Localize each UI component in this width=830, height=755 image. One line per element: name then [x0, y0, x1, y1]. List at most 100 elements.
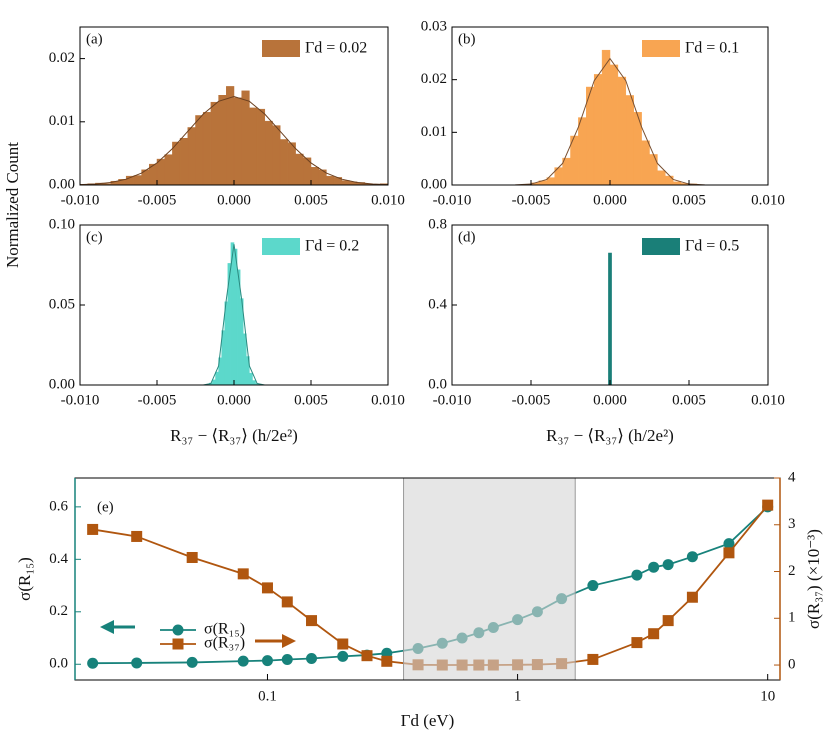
histogram-bar [164, 154, 173, 186]
x-tick-label: 0.000 [217, 192, 251, 208]
y2-tick-label: 0 [788, 656, 796, 672]
x-tick-label: 0.010 [751, 192, 785, 208]
histogram-bar [287, 142, 296, 186]
histogram-bar [156, 158, 165, 186]
histogram-bar [601, 49, 611, 186]
legend-label: Γd = 0.1 [685, 40, 739, 57]
y-tick-label: 0.00 [49, 176, 75, 192]
histogram-bar [233, 97, 242, 186]
marker [281, 654, 293, 666]
x-tick-label: 0.005 [672, 392, 706, 408]
histogram-bar [264, 120, 273, 186]
histogram-bar [279, 139, 289, 186]
y-tick-label: 0.6 [49, 498, 68, 514]
y2-tick-label: 1 [788, 610, 796, 626]
x-tick-label: 0.000 [593, 192, 627, 208]
marker [131, 530, 143, 542]
marker [237, 568, 249, 580]
panel-label: (e) [97, 499, 114, 515]
x-tick-label: 0.000 [593, 392, 627, 408]
y-tick-label: 0.00 [49, 376, 75, 392]
highlight-region [403, 477, 576, 681]
marker [186, 656, 198, 668]
histogram-bar [202, 112, 212, 186]
histogram-bar [617, 76, 627, 186]
legend-label: σ(R₁₅) [204, 621, 245, 638]
legend-label: Γd = 0.02 [305, 40, 367, 57]
x-tick-label: 0.005 [672, 192, 706, 208]
y-tick-label: 0.02 [49, 50, 75, 66]
panel-label: (c) [86, 229, 103, 245]
marker [631, 637, 643, 649]
x-tick-label: 10 [760, 688, 775, 704]
y2-tick-label: 3 [788, 516, 796, 532]
histogram-bar [249, 107, 258, 186]
marker [337, 638, 349, 650]
x-tick-label: 0.005 [294, 192, 328, 208]
histogram-bar [133, 175, 142, 186]
panel-label: (a) [86, 31, 103, 47]
histogram-bar [233, 248, 238, 386]
histogram-bar [187, 127, 196, 186]
legend-marker [172, 624, 184, 636]
marker [261, 655, 273, 667]
x-axis-label: R₃₇ − ⟨R₃₇⟩ (h/2e²) [170, 426, 298, 445]
histogram-bar [226, 86, 235, 186]
y-axis-label: Normalized Count [3, 142, 22, 268]
x-tick-label: 0.005 [294, 392, 328, 408]
y-tick-label: 0.4 [428, 296, 447, 312]
y-tick-label: 0.00 [421, 176, 447, 192]
x-tick-label: -0.010 [433, 192, 472, 208]
marker [131, 657, 143, 669]
histogram-bar [212, 379, 216, 386]
direction-arrows [100, 620, 296, 648]
histogram-bar [179, 137, 189, 186]
y-tick-label: 0.01 [421, 124, 447, 140]
marker [87, 523, 99, 535]
histogram-bar [242, 333, 247, 386]
histogram-bar [252, 380, 256, 386]
y-tick-label: 0.2 [49, 603, 68, 619]
marker [381, 655, 393, 667]
marker [306, 615, 318, 627]
y2-tick-label: 4 [788, 469, 796, 485]
y-tick-label: 0.0 [428, 376, 447, 392]
marker [723, 547, 735, 559]
y-tick-label: 0.02 [421, 71, 447, 87]
histogram-bar [215, 371, 219, 386]
histogram-bar [272, 125, 281, 186]
legend-label: σ(R₃₇) [204, 635, 245, 652]
marker [662, 559, 674, 571]
x-tick-label: 0.010 [751, 392, 785, 408]
y-tick-label: 0.01 [49, 113, 75, 129]
histogram-bar [665, 175, 674, 186]
fit-curve [515, 57, 705, 186]
y-tick-label: 0.8 [428, 216, 447, 232]
marker [237, 655, 249, 667]
histogram-bar [210, 101, 219, 186]
left-arrow-head [100, 620, 114, 634]
histogram-bar [562, 157, 571, 186]
histogram-bar [241, 90, 250, 186]
marker [587, 653, 599, 665]
x-tick-label: 0.010 [371, 192, 405, 208]
x-tick-label: 0.000 [217, 392, 251, 408]
legend-swatch [262, 238, 300, 255]
marker [87, 657, 99, 669]
marker [648, 628, 660, 640]
x-tick-label: 0.010 [371, 392, 405, 408]
legend-swatch [262, 40, 300, 57]
marker [306, 652, 318, 664]
fit-curve [79, 95, 389, 186]
histogram-bar [649, 154, 658, 186]
x-tick-label: -0.005 [138, 392, 177, 408]
x-tick-label: 1 [514, 688, 522, 704]
x-tick-label: 0.1 [258, 688, 277, 704]
y-tick-label: 0.0 [49, 656, 68, 672]
x-tick-label: -0.010 [61, 192, 100, 208]
legend-label: Γd = 0.5 [685, 238, 739, 255]
x-tick-label: -0.010 [61, 392, 100, 408]
marker [686, 551, 698, 563]
marker [261, 582, 273, 594]
